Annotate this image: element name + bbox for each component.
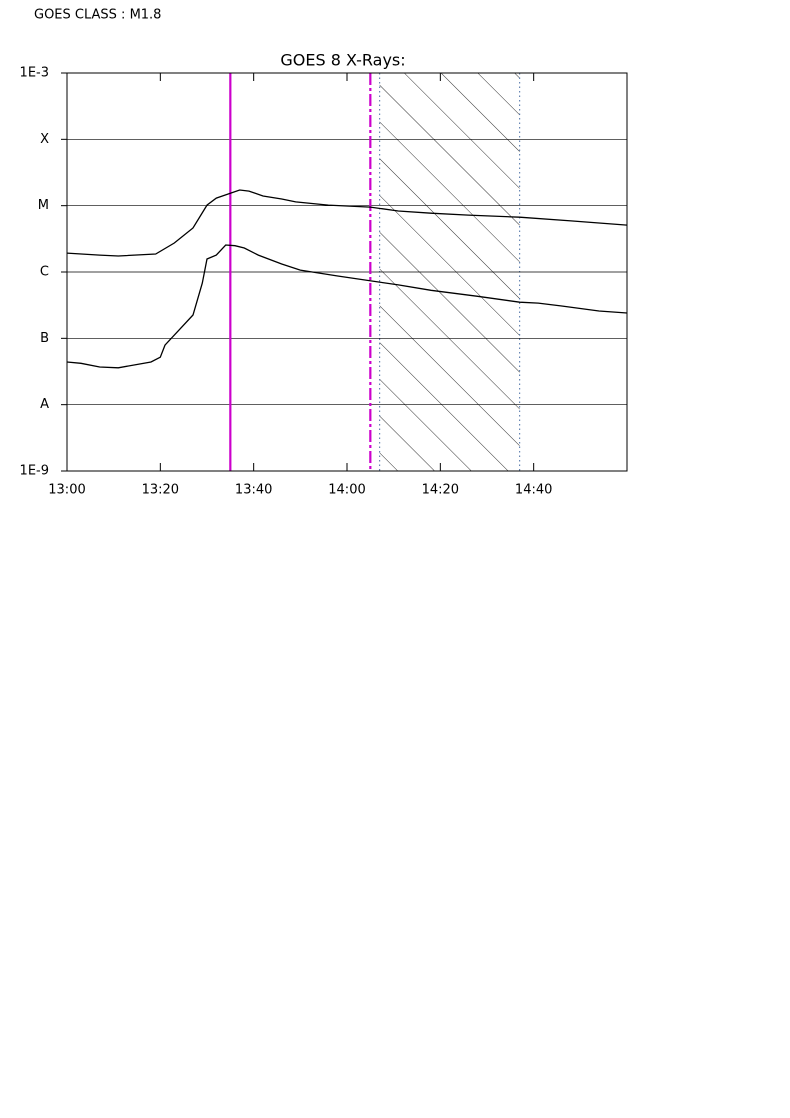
x-tick-label: 14:00 xyxy=(328,483,365,498)
x-tick-label: 13:20 xyxy=(142,483,179,498)
y-tick-label: 1E-9 xyxy=(20,464,49,479)
x-tick-label: 13:40 xyxy=(235,483,272,498)
x-tick-label: 14:40 xyxy=(515,483,552,498)
y-tick-label: X xyxy=(40,132,49,147)
y-tick-label: M xyxy=(38,198,49,213)
y-tick-label: 1E-3 xyxy=(20,66,49,81)
x-tick-label: 14:20 xyxy=(422,483,459,498)
y-tick-label: B xyxy=(40,331,49,346)
flux-line xyxy=(66,189,628,257)
x-tick-label: 13:00 xyxy=(48,483,85,498)
flux-line xyxy=(66,244,628,369)
header: GOES CLASS : M1.8 xyxy=(34,8,161,23)
plot-frame xyxy=(66,72,628,472)
y-tick-label: C xyxy=(40,265,49,280)
y-tick-label: A xyxy=(40,397,49,412)
chart-title: GOES 8 X-Rays: xyxy=(280,51,405,70)
